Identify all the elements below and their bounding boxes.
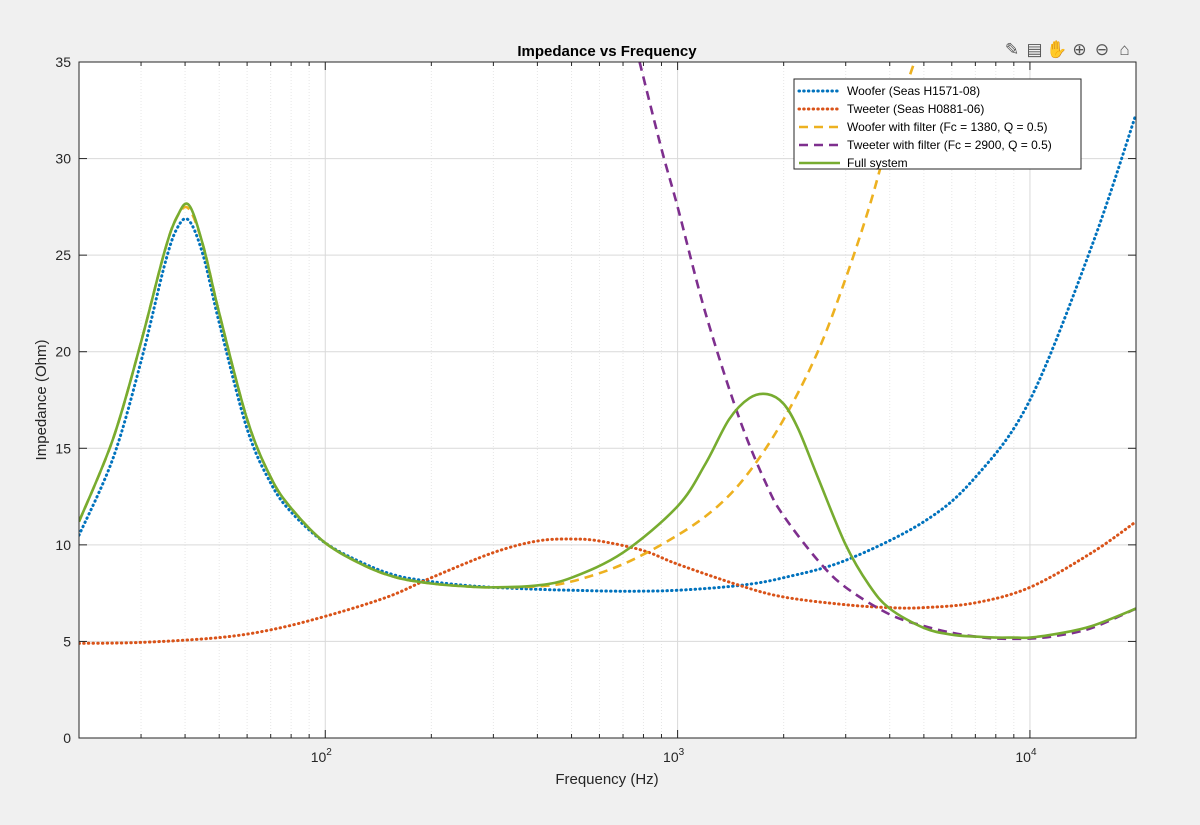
chart-title: Impedance vs Frequency: [517, 43, 697, 60]
svg-text:✋: ✋: [1046, 39, 1067, 59]
x-tick-label: 104: [1015, 747, 1037, 765]
y-tick-label: 25: [55, 247, 71, 263]
x-axis-label: Frequency (Hz): [555, 771, 658, 788]
pan-icon[interactable]: ✋: [1046, 39, 1067, 59]
legend-label-4: Tweeter with filter (Fc = 2900, Q = 0.5): [847, 138, 1052, 152]
y-tick-label: 10: [55, 537, 71, 553]
series-line-1[interactable]: [79, 112, 1136, 593]
svg-text:▤: ▤: [1026, 40, 1042, 59]
legend-label-5: Full system: [847, 156, 908, 170]
legend-label-1: Woofer (Seas H1571-08): [847, 84, 980, 98]
series-layer: [79, 62, 1136, 645]
plot-area[interactable]: [79, 62, 1136, 738]
legend-box: [793, 78, 1082, 170]
home-icon[interactable]: ⌂: [1115, 39, 1135, 59]
ticks: 102 103 104 0 5 10 15 20 25 30 35: [55, 54, 1137, 765]
svg-text:⊖: ⊖: [1095, 40, 1109, 59]
zoom-out-icon[interactable]: ⊖: [1092, 39, 1112, 59]
x-tick-label: 102: [311, 747, 333, 765]
svg-text:⌂: ⌂: [1119, 40, 1129, 59]
y-tick-label: 20: [55, 344, 71, 360]
series-line-5[interactable]: [79, 202, 1136, 640]
svg-text:✎: ✎: [1005, 40, 1019, 59]
brush-icon[interactable]: ✎: [1002, 39, 1022, 59]
zoom-in-icon[interactable]: ⊕: [1070, 39, 1090, 59]
y-tick-label: 0: [63, 730, 71, 746]
y-tick-label: 5: [63, 633, 71, 649]
y-tick-label: 15: [55, 440, 71, 456]
svg-text:⊕: ⊕: [1072, 40, 1086, 59]
x-tick-label: 103: [663, 747, 685, 765]
legend[interactable]: Woofer (Seas H1571-08) Tweeter (Seas H088…: [793, 78, 1082, 170]
data-tips-icon[interactable]: ▤: [1025, 39, 1045, 59]
y-tick-label: 30: [55, 151, 71, 167]
legend-label-2: Tweeter (Seas H0881-06): [847, 102, 984, 116]
axes-toolbar: ✎ ▤ ✋ ⊕ ⊖ ⌂: [1002, 39, 1135, 59]
series-line-2[interactable]: [79, 520, 1136, 645]
axes-box: [78, 61, 1137, 739]
legend-label-3: Woofer with filter (Fc = 1380, Q = 0.5): [847, 120, 1048, 134]
y-tick-label: 35: [55, 54, 71, 70]
y-axis-label: Impedance (Ohm): [33, 340, 50, 461]
